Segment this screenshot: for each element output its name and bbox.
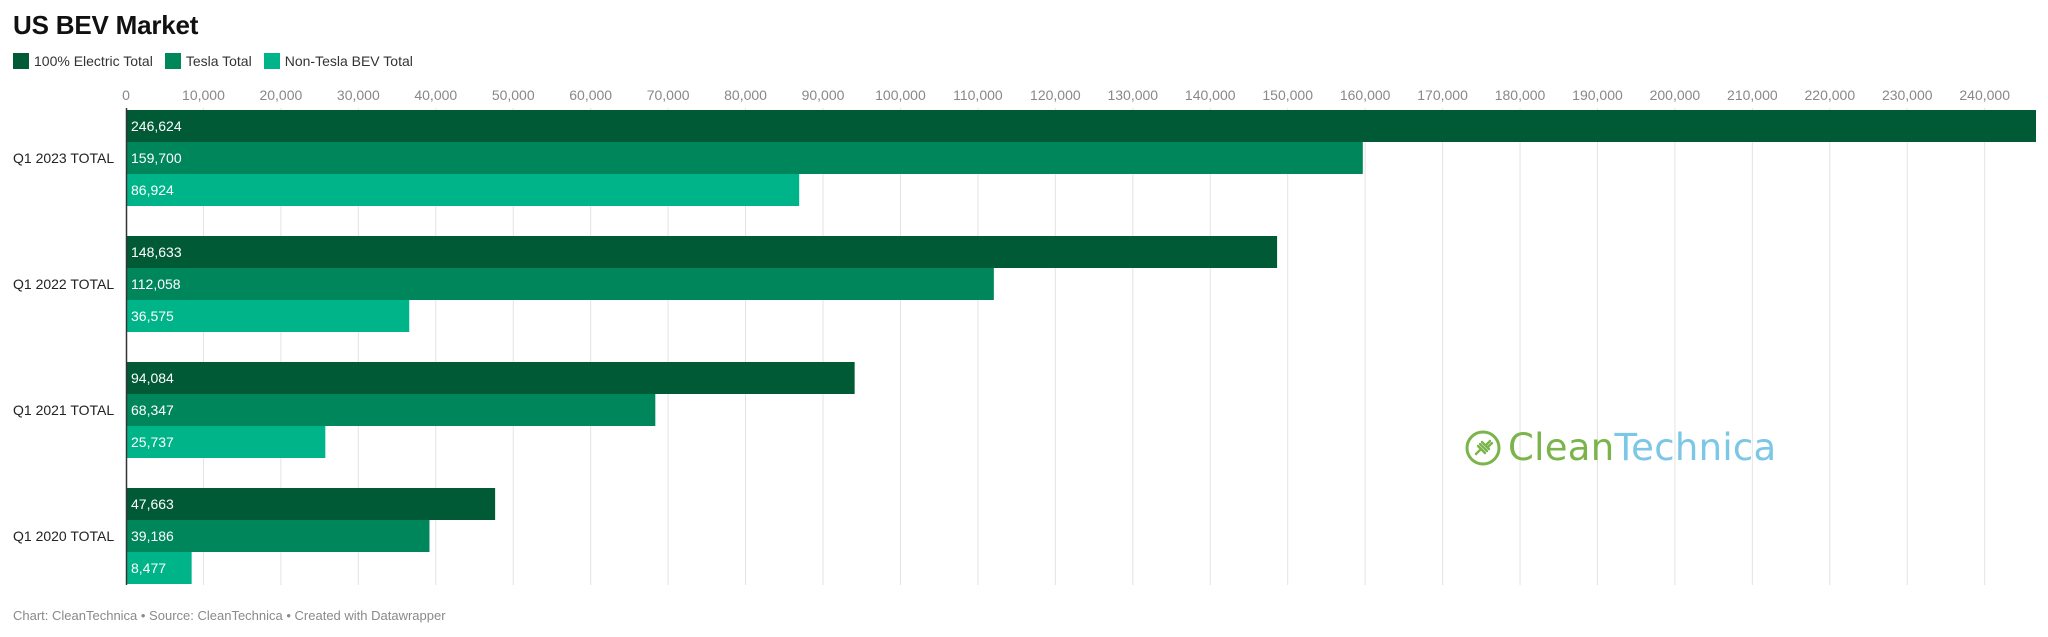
x-tick-label: 180,000 xyxy=(1495,87,1546,103)
x-tick-label: 160,000 xyxy=(1340,87,1391,103)
data-label: 39,186 xyxy=(131,528,174,544)
legend-item-non-tesla: Non-Tesla BEV Total xyxy=(263,53,413,69)
x-tick-label: 200,000 xyxy=(1650,87,1701,103)
bar xyxy=(126,174,800,206)
plug-icon xyxy=(1465,430,1501,465)
data-label: 8,477 xyxy=(131,560,166,576)
bar xyxy=(126,110,2036,142)
x-tick-label: 120,000 xyxy=(1030,87,1081,103)
bar xyxy=(126,520,430,552)
x-tick-label: 210,000 xyxy=(1727,87,1778,103)
data-label: 47,663 xyxy=(131,496,174,512)
bar xyxy=(126,300,410,332)
data-label: 94,084 xyxy=(131,370,174,386)
data-label: 148,633 xyxy=(131,244,182,260)
data-label: 112,058 xyxy=(131,276,181,292)
legend-swatch-tesla xyxy=(164,53,181,69)
bar xyxy=(126,394,656,426)
x-tick-label: 170,000 xyxy=(1417,87,1468,103)
bar xyxy=(126,552,192,584)
x-tick-label: 10,000 xyxy=(182,87,225,103)
category-label: Q1 2020 TOTAL xyxy=(13,528,114,544)
legend-label-non-tesla: Non-Tesla BEV Total xyxy=(284,53,413,69)
x-tick-label: 140,000 xyxy=(1185,87,1236,103)
legend-swatch-electric xyxy=(13,53,29,69)
legend-label-electric: 100% Electric Total xyxy=(34,53,153,69)
chart-title: US BEV Market xyxy=(13,10,199,40)
x-tick-label: 80,000 xyxy=(724,87,767,103)
x-tick-label: 230,000 xyxy=(1882,87,1933,103)
x-tick-label: 40,000 xyxy=(414,87,457,103)
legend-item-tesla: Tesla Total xyxy=(164,53,252,69)
x-tick-label: 240,000 xyxy=(1959,87,2010,103)
data-label: 159,700 xyxy=(131,150,182,166)
category-label: Q1 2021 TOTAL xyxy=(13,402,114,418)
x-tick-label: 20,000 xyxy=(259,87,302,103)
data-label: 25,737 xyxy=(131,434,174,450)
x-tick-label: 220,000 xyxy=(1805,87,1856,103)
data-label: 246,624 xyxy=(131,118,182,134)
bar xyxy=(126,362,855,394)
category-label: Q1 2023 TOTAL xyxy=(13,150,114,166)
legend: 100% Electric Total Tesla Total Non-Tesl… xyxy=(13,53,425,69)
legend-swatch-non-tesla xyxy=(263,53,280,69)
x-tick-label: 150,000 xyxy=(1262,87,1313,103)
x-tick-label: 100,000 xyxy=(875,87,926,103)
x-tick-label: 70,000 xyxy=(647,87,690,103)
x-tick-label: 90,000 xyxy=(802,87,845,103)
bar xyxy=(126,236,1278,268)
watermark-technica: Technica xyxy=(1614,426,1777,469)
x-tick-label: 130,000 xyxy=(1107,87,1158,103)
bar xyxy=(126,426,326,458)
x-tick-label: 110,000 xyxy=(953,87,1003,103)
x-tick-label: 50,000 xyxy=(492,87,535,103)
bar xyxy=(126,488,496,520)
legend-label-tesla: Tesla Total xyxy=(185,53,252,69)
chart-footer: Chart: CleanTechnica • Source: CleanTech… xyxy=(13,608,446,623)
data-label: 68,347 xyxy=(131,402,174,418)
legend-item-electric: 100% Electric Total xyxy=(13,53,153,69)
x-tick-label: 60,000 xyxy=(569,87,612,103)
bar xyxy=(126,268,994,300)
bar xyxy=(126,142,1363,174)
x-tick-label: 30,000 xyxy=(337,87,380,103)
watermark-clean: Clean xyxy=(1508,426,1615,469)
x-tick-label: 0 xyxy=(122,87,130,103)
data-label: 86,924 xyxy=(131,182,174,198)
data-label: 36,575 xyxy=(131,308,174,324)
category-label: Q1 2022 TOTAL xyxy=(13,276,114,292)
cleantechnica-watermark: Clean Technica xyxy=(1464,426,1777,469)
x-tick-label: 190,000 xyxy=(1572,87,1623,103)
